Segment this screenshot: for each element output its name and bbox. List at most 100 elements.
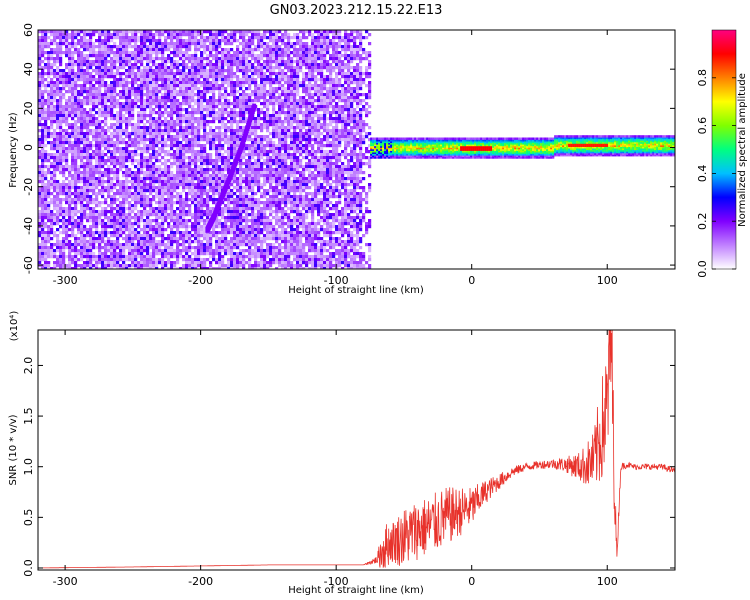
spectrogram-cell [245,186,249,190]
spectrogram-cell [164,153,168,157]
spectrogram-cell [122,120,126,124]
spectrogram-cell [260,156,264,160]
spectrogram-cell [119,168,123,172]
spectrogram-cell [296,63,300,67]
spectrogram-cell [272,123,276,127]
spectrogram-cell [251,120,255,124]
spectrogram-cell [221,60,225,64]
spectrogram-cell [185,96,189,100]
spectrogram-cell [323,126,327,130]
spectrogram-cell [308,51,312,55]
spectrogram-cell [284,141,288,145]
spectrogram-cell [167,114,171,118]
spectrogram-cell [221,162,225,166]
spectrogram-cell [227,138,231,142]
spectrogram-cell [164,60,168,64]
spectrogram-cell [221,96,225,100]
spectrogram-cell [53,33,57,37]
spectrogram-cell [254,117,258,121]
spectrogram-cell [230,42,234,46]
spectrogram-cell [128,63,132,67]
spectrogram-cell [308,114,312,118]
spectrogram-cell [263,123,267,127]
spectrogram-cell [77,102,81,106]
spectrogram-cell [188,156,192,160]
spectrogram-cell [110,69,114,73]
spectrogram-cell [332,78,336,82]
spectrogram-cell [80,114,84,118]
spectrogram-cell [203,36,207,40]
spectrogram-cell [68,111,72,115]
spectrogram-cell [314,159,318,163]
spectrogram-cell [53,96,57,100]
spectrogram-cell [338,66,342,70]
spectrogram-cell [320,48,324,52]
spectrogram-cell [140,189,144,193]
spectrogram-cell [188,180,192,184]
spectrogram-cell [227,42,231,46]
spectrogram-cell [341,69,345,73]
spectrogram-cell [191,42,195,46]
spectrogram-cell [164,30,168,34]
spectrogram-cell [68,126,72,130]
spectrogram-cell [134,180,138,184]
spectrogram-cell [290,120,294,124]
spectrogram-cell [119,42,123,46]
spectrogram-cell [155,48,159,52]
spectrogram-cell [353,81,357,85]
spectrogram-cell [287,78,291,82]
spectrogram-cell [176,51,180,55]
spectrogram-cell [203,93,207,97]
spectrogram-cell [56,186,60,190]
spectrogram-cell [95,123,99,127]
spectrogram-cell [140,105,144,109]
spectrogram-cell [230,87,234,91]
spectrogram-cell [236,30,240,34]
spectrogram-cell [215,81,219,85]
spectrogram-cell [212,117,216,121]
spectrogram-cell [284,114,288,118]
spectrogram-cell [194,174,198,178]
spectrogram-cell [245,39,249,43]
spectrogram-cell [125,153,129,157]
spectrogram-cell [257,177,261,181]
spectrogram-cell [344,108,348,112]
spectrogram-cell [332,69,336,73]
spectrogram-cell [200,147,204,151]
spectrogram-cell [233,138,237,142]
spectrogram-cell [95,150,99,154]
spectrogram-cell [182,96,186,100]
spectrogram-cell [50,63,54,67]
spectrogram-cell [137,48,141,52]
spectrogram-cell [188,36,192,40]
spectrogram-cell [62,36,66,40]
spectrogram-cell [41,189,45,193]
spectrogram-cell [260,108,264,112]
spectrogram-cell [347,162,351,166]
spectrogram-cell [107,69,111,73]
spectrogram-cell [335,180,339,184]
spectrogram-cell [167,105,171,109]
spectrogram-cell [107,174,111,178]
spectrogram-cell [362,156,366,160]
spectrogram-cell [167,171,171,175]
spectrogram-cell [296,114,300,118]
spectrogram-cell [239,117,243,121]
spectrogram-cell [71,162,75,166]
spectrogram-cell [173,135,177,139]
spectrogram-cell [359,60,363,64]
spectrogram-cell [62,174,66,178]
spectrogram-cell [191,30,195,34]
spectrogram-cell [47,60,51,64]
spectrogram-cell [254,150,258,154]
spectrogram-cell [101,66,105,70]
spectrogram-cell [344,126,348,130]
spectrogram-cell [50,180,54,184]
spectrogram-cell [41,51,45,55]
spectrogram-cell [332,57,336,61]
spectrogram-cell [254,36,258,40]
spectrogram-cell [38,54,42,58]
spectrogram-cell [59,57,63,61]
spectrogram-cell [68,132,72,136]
spectrogram-cell [287,168,291,172]
